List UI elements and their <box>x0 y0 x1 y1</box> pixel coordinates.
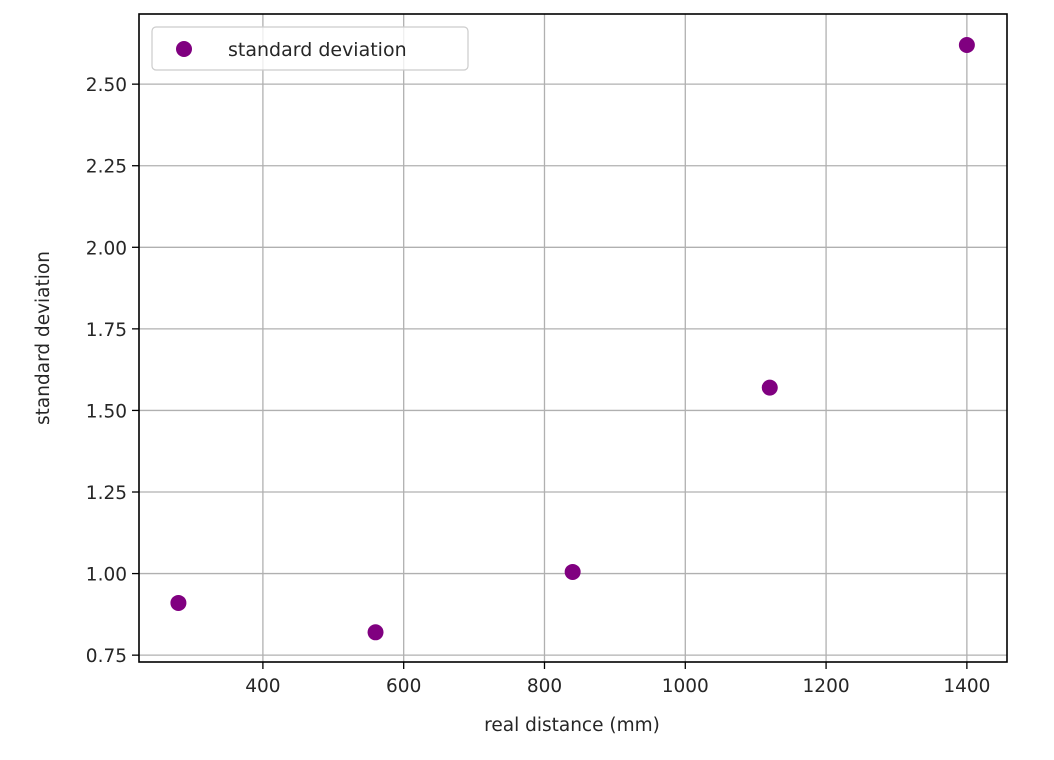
grid-lines <box>139 14 1007 662</box>
legend-marker-icon <box>176 41 192 57</box>
x-tick-label: 400 <box>245 676 280 697</box>
y-axis-ticks: 0.75 1.00 1.25 1.50 1.75 2.00 2.25 2.50 <box>86 75 139 667</box>
x-axis-label: real distance (mm) <box>484 715 660 736</box>
plot-area-frame <box>138 13 1008 663</box>
x-tick-label: 1000 <box>662 676 709 697</box>
x-tick-label: 1200 <box>803 676 850 697</box>
x-tick-label: 600 <box>386 676 421 697</box>
data-point <box>367 624 384 641</box>
y-tick-label: 1.25 <box>86 483 127 504</box>
x-tick-label: 800 <box>527 676 562 697</box>
data-points <box>170 36 975 641</box>
x-axis-ticks: 400 600 800 1000 1200 1400 <box>245 662 990 697</box>
data-point <box>761 379 778 396</box>
data-point <box>564 563 581 580</box>
y-tick-label: 1.00 <box>86 565 127 586</box>
legend-box <box>151 26 469 71</box>
data-point <box>958 36 975 53</box>
legend: standard deviation <box>151 26 469 71</box>
legend-label: standard deviation <box>228 39 407 61</box>
y-tick-label: 2.00 <box>86 238 127 259</box>
y-tick-label: 0.75 <box>86 646 127 667</box>
y-tick-label: 1.50 <box>86 401 127 422</box>
y-axis-label: standard deviation <box>33 251 54 425</box>
y-tick-label: 1.75 <box>86 320 127 341</box>
x-tick-label: 1400 <box>943 676 990 697</box>
y-tick-label: 2.25 <box>86 157 127 178</box>
y-tick-label: 2.50 <box>86 75 127 96</box>
data-point <box>170 594 187 611</box>
